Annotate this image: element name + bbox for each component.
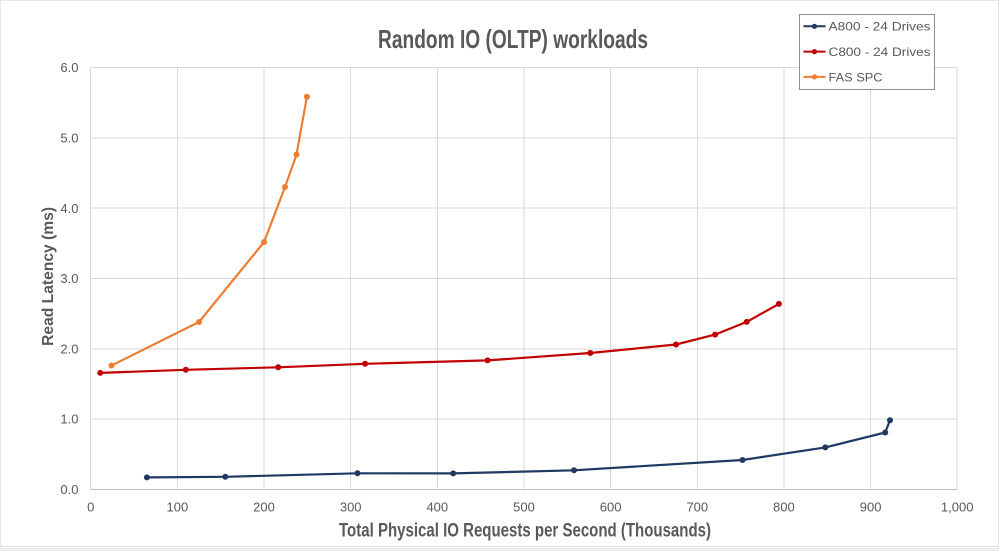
svg-text:800: 800 xyxy=(773,499,795,514)
svg-text:Random IO (OLTP) workloads: Random IO (OLTP) workloads xyxy=(378,24,648,54)
svg-text:0: 0 xyxy=(87,499,94,514)
svg-text:6.0: 6.0 xyxy=(60,60,78,75)
svg-text:C800 - 24 Drives: C800 - 24 Drives xyxy=(829,45,931,59)
svg-text:FAS SPC: FAS SPC xyxy=(829,70,883,84)
svg-text:Total Physical IO Requests per: Total Physical IO Requests per Second (T… xyxy=(339,520,711,542)
svg-text:200: 200 xyxy=(253,499,275,514)
svg-text:Read Latency (ms): Read Latency (ms) xyxy=(40,207,57,346)
svg-text:400: 400 xyxy=(426,499,448,514)
svg-text:4.0: 4.0 xyxy=(60,201,78,216)
svg-text:1.0: 1.0 xyxy=(60,412,78,427)
svg-text:5.0: 5.0 xyxy=(60,131,78,146)
svg-text:900: 900 xyxy=(860,499,882,514)
svg-text:600: 600 xyxy=(600,499,622,514)
svg-text:0.0: 0.0 xyxy=(60,482,78,497)
svg-text:300: 300 xyxy=(340,499,362,514)
svg-text:2.0: 2.0 xyxy=(60,341,78,356)
svg-text:500: 500 xyxy=(513,499,535,514)
svg-text:100: 100 xyxy=(167,499,189,514)
svg-text:1,000: 1,000 xyxy=(941,499,974,514)
svg-text:A800 - 24 Drives: A800 - 24 Drives xyxy=(829,20,931,34)
svg-text:700: 700 xyxy=(686,499,708,514)
svg-text:3.0: 3.0 xyxy=(60,271,78,286)
